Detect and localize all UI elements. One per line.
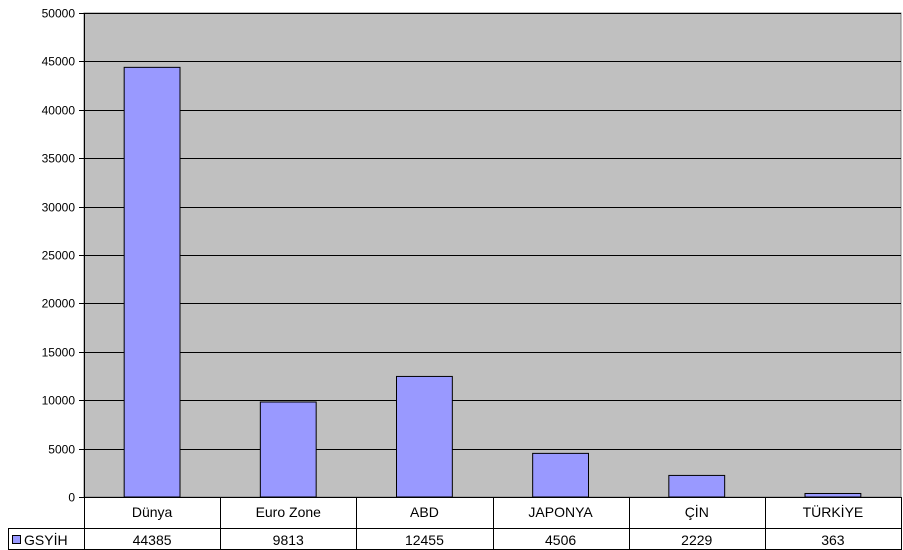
y-tick-label: 45000 (42, 55, 76, 69)
bar (668, 474, 726, 498)
data-value-label: 9813 (273, 532, 304, 548)
category-label: ÇİN (685, 503, 709, 520)
category-label: TÜRKİYE (803, 503, 864, 520)
bar (532, 452, 589, 498)
data-value-label: 44385 (133, 532, 172, 548)
bar (123, 66, 181, 498)
category-label: Euro Zone (256, 504, 322, 520)
bar (804, 492, 862, 498)
y-tick-label: 30000 (42, 201, 76, 215)
y-tick-label: 40000 (42, 104, 76, 118)
y-tick-label: 15000 (42, 346, 76, 360)
bar (259, 401, 317, 498)
y-tick-label: 0 (68, 491, 75, 505)
data-value-label: 12455 (405, 532, 444, 548)
y-tick-label: 10000 (42, 394, 76, 408)
category-label: Dünya (132, 504, 173, 520)
bar (396, 375, 453, 498)
y-tick-label: 5000 (48, 443, 75, 457)
category-label: ABD (410, 504, 439, 520)
legend-label: GSYİH (24, 531, 68, 548)
category-label: JAPONYA (528, 504, 593, 520)
data-value-label: 4506 (545, 532, 576, 548)
y-tick-label: 50000 (42, 7, 76, 21)
y-tick-label: 35000 (42, 152, 76, 166)
data-value-label: 2229 (681, 532, 712, 548)
y-tick-label: 20000 (42, 297, 76, 311)
legend-swatch (12, 535, 21, 544)
y-tick-label: 25000 (42, 249, 76, 263)
data-value-label: 363 (821, 532, 845, 548)
